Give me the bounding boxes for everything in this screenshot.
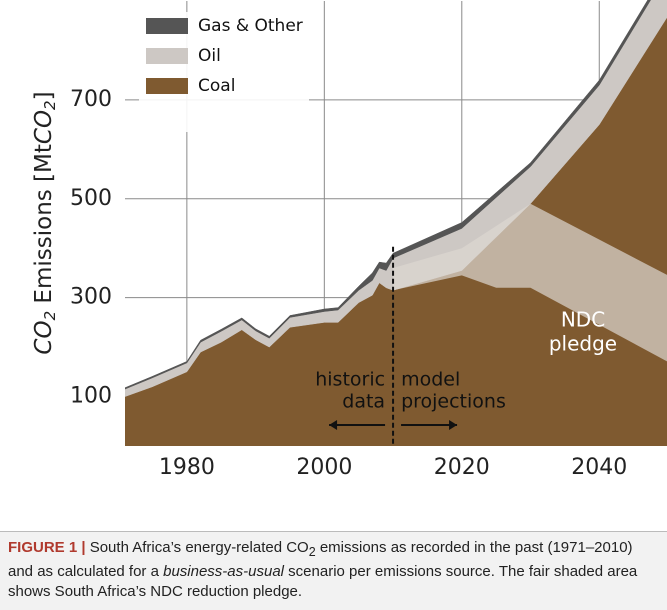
legend: Gas & Other Oil Coal [139,12,309,132]
x-tick-label: 2000 [296,455,352,480]
area [125,0,651,390]
y-label-part: 2 [41,100,59,110]
y-tick-label: 700 [70,87,112,112]
ndc-label: pledge [549,332,617,356]
annotation: historic [315,369,385,391]
legend-label: Gas & Other [198,16,303,36]
y-label-part: CO [31,320,57,354]
arrow-head [329,420,338,430]
y-tick-label: 100 [70,384,112,409]
annotation: projections [401,391,506,413]
figure-label: FIGURE 1 | [8,539,86,556]
y-label-part: 2 [41,311,59,321]
caption-text: 2 [308,545,316,559]
legend-swatch [146,18,188,34]
ndc-label: NDC [561,308,605,332]
caption-text: emissions as recorded in the past (1971–… [8,539,633,580]
x-tick-label: 2040 [571,455,627,480]
caption: FIGURE 1 | South Africa’s energy-related… [0,531,667,610]
legend-swatch [146,48,188,64]
x-tick-label: 1980 [159,455,215,480]
y-label-part: ] [31,91,57,100]
y-label-part: Emissions [Mt [31,144,57,311]
caption-text: scenario per emissions source. The fair … [8,563,638,600]
annotation: model [401,369,460,391]
y-label-part: CO [31,110,57,144]
legend-swatch [146,78,188,94]
annotation: data [342,391,385,413]
legend-label: Coal [198,76,235,96]
y-tick-label: 500 [70,186,112,211]
y-axis-label: CO2 Emissions [MtCO2] [31,91,59,354]
caption-text: business-as-usual [163,563,285,580]
y-tick-label: 300 [70,285,112,310]
ndc-band-upper [393,203,667,362]
arrow-head [449,420,458,430]
x-tick-label: 2020 [434,455,490,480]
caption-text: South Africa’s energy-related CO [85,539,309,556]
legend-label: Oil [198,46,221,66]
